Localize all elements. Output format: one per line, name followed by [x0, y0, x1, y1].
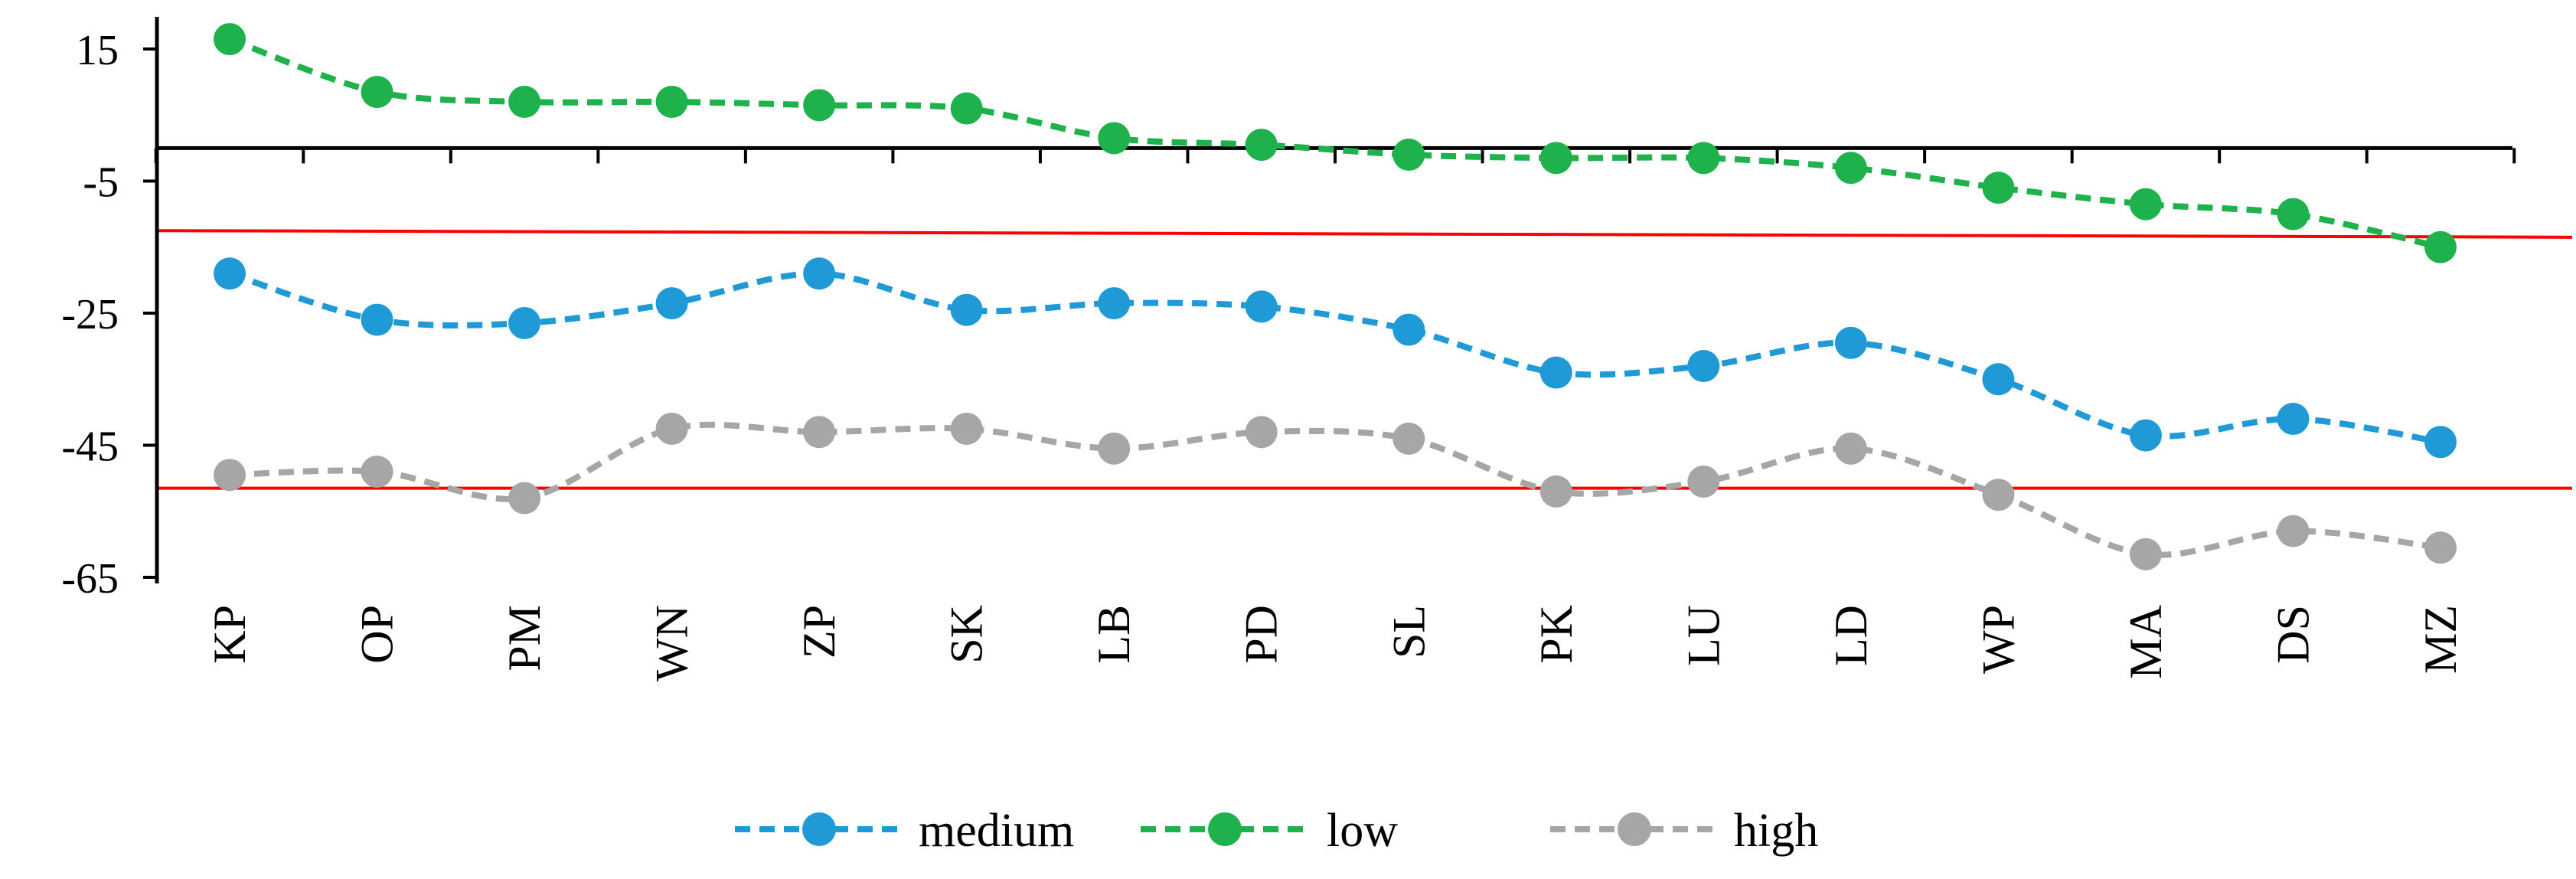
data-point-high: [214, 459, 246, 492]
x-category-label: LU: [1678, 605, 1729, 666]
data-point-low: [2424, 230, 2457, 263]
data-point-medium: [361, 303, 393, 336]
x-category-label: MZ: [2415, 605, 2466, 674]
series-medium: [214, 257, 2457, 459]
y-tick-label: -45: [61, 423, 119, 471]
legend: medium low high: [735, 805, 1818, 857]
data-point-high: [2277, 515, 2310, 547]
y-tick-label: -65: [61, 555, 119, 603]
data-point-high: [1834, 432, 1867, 465]
data-point-low: [361, 76, 393, 109]
data-point-low: [950, 92, 983, 125]
data-point-low: [803, 89, 836, 122]
x-category-label: MA: [2121, 605, 2171, 679]
legend-marker: [1208, 812, 1242, 846]
data-point-medium: [655, 287, 688, 320]
x-category-label: DS: [2267, 605, 2318, 664]
data-point-high: [655, 412, 688, 445]
legend-item-medium: medium: [735, 805, 1074, 857]
x-category-label: LD: [1826, 605, 1876, 666]
x-category-label: KP: [204, 605, 255, 664]
x-category-label: PK: [1531, 605, 1582, 664]
y-tick-label: 15: [76, 27, 119, 74]
data-point-high: [1982, 479, 2015, 511]
series-low: [214, 23, 2457, 263]
data-point-low: [1539, 142, 1572, 175]
data-point-low: [1245, 129, 1278, 162]
data-point-high: [1392, 422, 1425, 455]
data-point-medium: [1245, 290, 1278, 323]
data-point-high: [2424, 531, 2457, 564]
x-category-label: SL: [1383, 605, 1434, 658]
data-point-low: [214, 23, 246, 56]
series-group: [214, 23, 2457, 570]
axes: 15 -5 -25 -45 -65 KP OP PM WN ZP SK LB PD SL PK LU LD WP M…: [61, 17, 2516, 681]
data-point-medium: [2129, 419, 2162, 452]
data-point-high: [1687, 465, 1720, 498]
x-category-label: SK: [942, 605, 992, 664]
data-point-medium: [803, 257, 836, 290]
data-point-medium: [1687, 350, 1720, 382]
series-line-medium: [228, 270, 2441, 446]
data-point-low: [1098, 122, 1131, 155]
data-point-medium: [508, 306, 541, 339]
data-point-high: [2129, 538, 2162, 570]
data-point-medium: [1539, 356, 1572, 389]
data-point-medium: [2277, 403, 2310, 435]
x-category-label: ZP: [794, 605, 844, 658]
data-point-high: [803, 416, 836, 449]
data-point-high: [950, 412, 983, 445]
series-line-low: [228, 36, 2441, 250]
data-point-low: [1982, 172, 2015, 204]
data-point-medium: [1098, 287, 1131, 320]
reference-line-1: [156, 229, 2573, 239]
y-tick-label: -5: [83, 159, 119, 207]
data-point-high: [508, 482, 541, 515]
y-tick-label: -25: [61, 291, 119, 338]
legend-item-high: high: [1550, 805, 1818, 857]
legend-item-low: low: [1141, 805, 1398, 857]
legend-marker: [802, 812, 836, 846]
legend-label: medium: [919, 805, 1074, 857]
legend-label: low: [1327, 805, 1398, 857]
data-point-medium: [1834, 326, 1867, 359]
reference-lines: [156, 229, 2573, 490]
data-point-high: [361, 456, 393, 488]
data-point-low: [1687, 142, 1720, 175]
data-point-low: [508, 86, 541, 118]
x-category-label: PM: [499, 605, 550, 672]
data-point-medium: [214, 257, 246, 290]
legend-label: high: [1734, 805, 1818, 857]
data-point-low: [2277, 198, 2310, 230]
x-category-label: OP: [352, 605, 403, 664]
data-point-medium: [950, 293, 983, 326]
data-point-high: [1539, 475, 1572, 508]
x-category-label: WN: [647, 605, 697, 681]
data-point-medium: [2424, 426, 2457, 459]
data-point-low: [2129, 188, 2162, 221]
data-point-high: [1098, 432, 1131, 465]
data-point-low: [1834, 152, 1867, 185]
legend-marker: [1618, 812, 1651, 846]
data-point-medium: [1982, 363, 2015, 396]
data-point-high: [1245, 416, 1278, 449]
series-line-high: [229, 421, 2441, 558]
data-point-medium: [1392, 313, 1425, 346]
series-high: [214, 412, 2457, 570]
data-point-low: [1392, 139, 1425, 171]
x-category-label: WP: [1973, 605, 2023, 674]
x-category-label: PD: [1236, 605, 1287, 664]
x-category-label: LB: [1089, 605, 1139, 664]
data-point-low: [655, 86, 688, 118]
